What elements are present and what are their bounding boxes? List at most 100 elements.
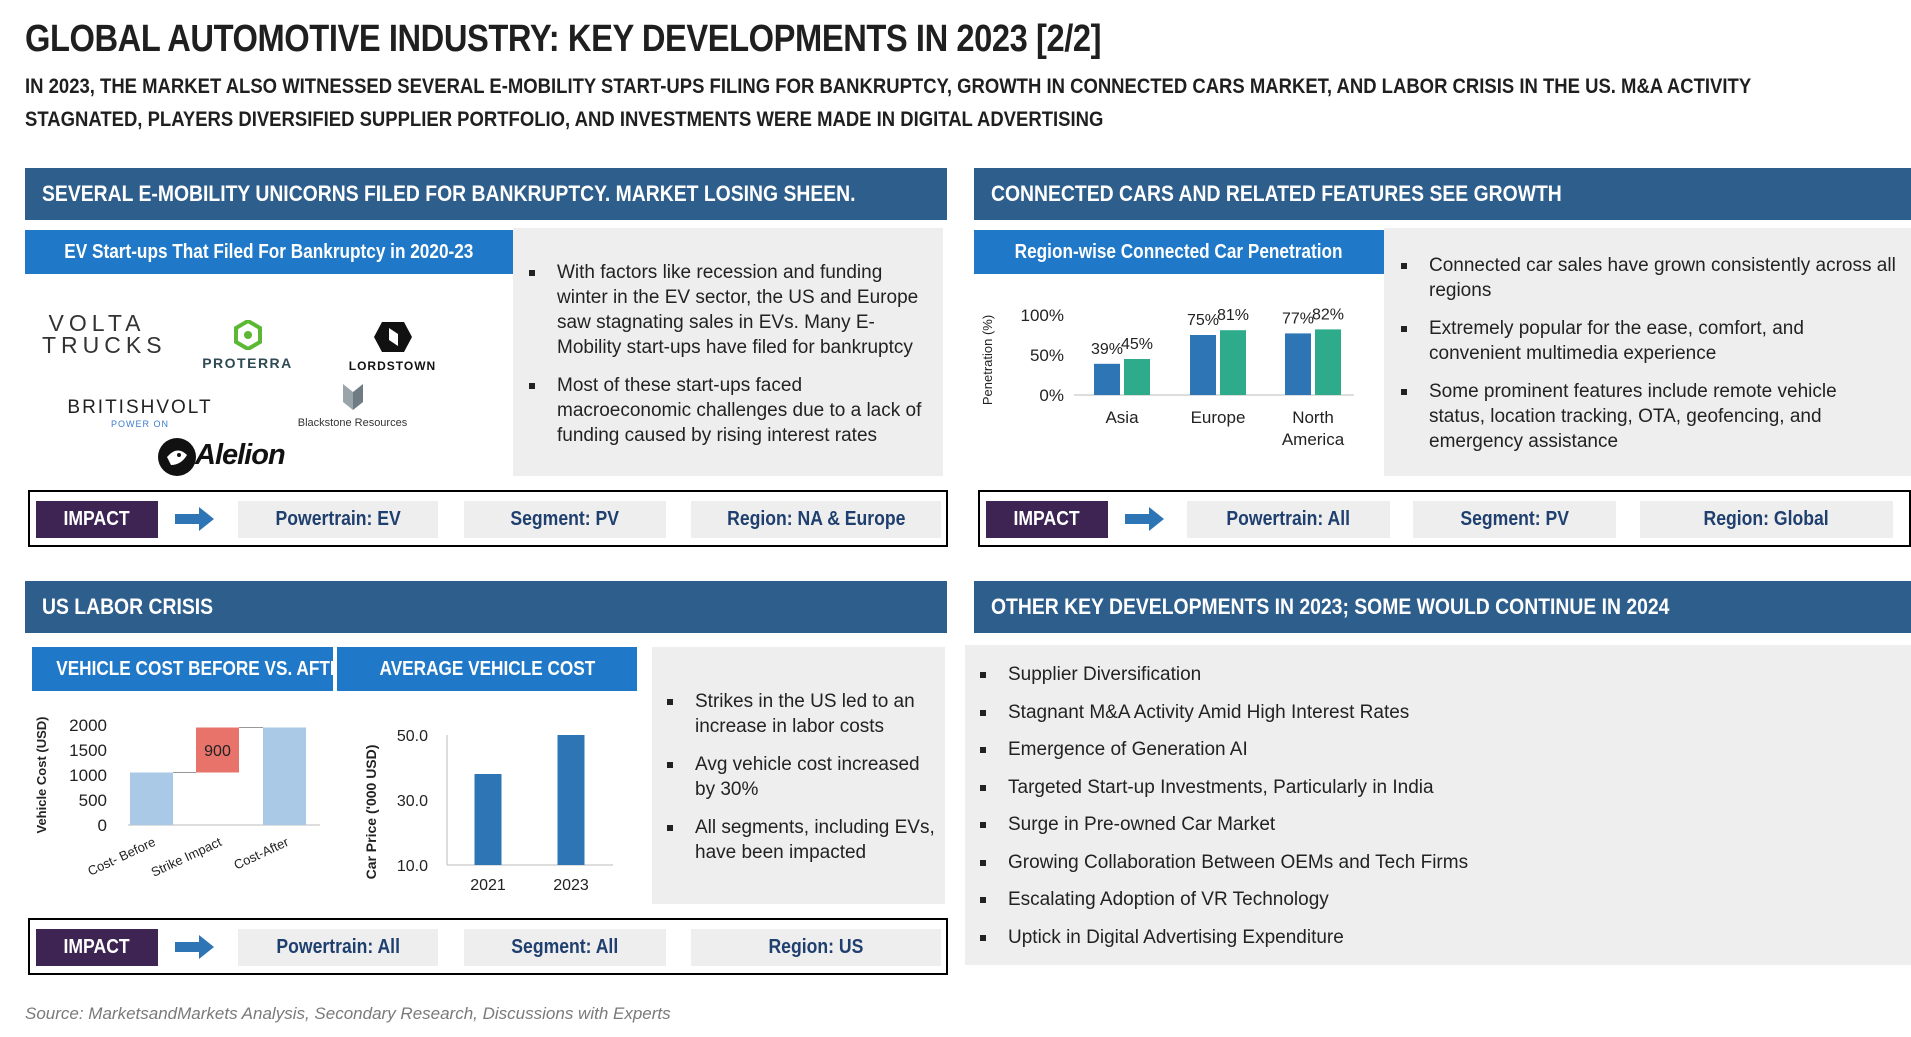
- impact-region: Region: Global: [1640, 501, 1893, 538]
- other-bullets: Supplier Diversification Stagnant M&A Ac…: [965, 645, 1911, 965]
- lordstown-logo: LORDSTOWN: [345, 320, 440, 373]
- blackstone-logo: Blackstone Resources: [290, 382, 415, 429]
- list-item: All segments, including EVs, have been i…: [667, 815, 937, 865]
- x-tick-label: Strike Impact: [149, 834, 224, 880]
- source-note: Source: MarketsandMarkets Analysis, Seco…: [25, 1004, 671, 1023]
- impact-powertrain: Powertrain: All: [238, 929, 438, 966]
- chart-bar: [1315, 329, 1341, 395]
- x-tick-label: North: [1292, 408, 1334, 427]
- list-item: Some prominent features include remote v…: [1401, 379, 1897, 454]
- y-tick-label: 50.0: [397, 728, 428, 745]
- arrow-right-icon: [175, 935, 214, 959]
- list-item: Stagnant M&A Activity Amid High Interest…: [980, 700, 1901, 725]
- chart-bar: [196, 727, 239, 773]
- x-tick-label: Cost-After: [231, 834, 291, 873]
- y-tick-label: 2000: [69, 716, 107, 735]
- arrow-right-icon: [175, 507, 214, 531]
- lion-icon: [158, 438, 196, 476]
- impact-segment: Segment: All: [464, 929, 666, 966]
- x-tick-label: Europe: [1191, 408, 1246, 427]
- data-label: 45%: [1121, 336, 1153, 353]
- connected-penetration-chart: Penetration (%) 0% 50% 100% 39%45% Asia 75%81…: [980, 306, 1354, 449]
- ev-bullets: With factors like recession and funding …: [513, 228, 943, 476]
- list-item: Strikes in the US led to an increase in …: [667, 689, 937, 739]
- data-label: 82%: [1312, 306, 1344, 323]
- chart-bar: [1285, 333, 1311, 395]
- list-item: Avg vehicle cost increased by 30%: [667, 752, 937, 802]
- volta-trucks-logo: VOLTA TRUCKS: [42, 310, 167, 358]
- x-tick-label: 2023: [553, 877, 589, 894]
- list-item: Supplier Diversification: [980, 662, 1901, 687]
- x-tick-label: 2021: [470, 877, 506, 894]
- chart-bar: [1190, 335, 1216, 395]
- impact-powertrain: Powertrain: EV: [238, 501, 438, 538]
- labor-bullets: Strikes in the US led to an increase in …: [652, 647, 945, 904]
- alelion-logo: Alelion: [155, 435, 305, 477]
- y-tick-label: 50%: [1030, 346, 1064, 365]
- data-label: 39%: [1091, 341, 1123, 358]
- y-tick-label: 10.0: [397, 858, 428, 875]
- chart-bar: [1094, 363, 1120, 395]
- list-item: Most of these start-ups faced macroecono…: [529, 373, 933, 448]
- x-tick-label: America: [1282, 430, 1345, 449]
- y-tick-label: 0%: [1039, 386, 1064, 405]
- y-tick-label: 100%: [1021, 306, 1064, 325]
- list-item: Surge in Pre-owned Car Market: [980, 812, 1901, 837]
- connected-bullets: Connected car sales have grown consisten…: [1384, 228, 1911, 476]
- y-tick-label: 0: [98, 816, 107, 835]
- y-axis-label: Vehicle Cost (USD): [34, 716, 49, 833]
- britishvolt-logo: BRITISHVOLT POWER ON: [67, 397, 213, 429]
- labor-impact-row: IMPACT Powertrain: All Segment: All Regi…: [28, 918, 948, 975]
- x-tick-label: Asia: [1105, 408, 1139, 427]
- y-axis-label: Penetration (%): [980, 315, 995, 405]
- x-tick-label: Cost- Before: [85, 834, 157, 878]
- list-item: Connected car sales have grown consisten…: [1401, 255, 1896, 301]
- page-subtitle: IN 2023, THE MARKET ALSO WITNESSED SEVER…: [25, 74, 1751, 131]
- y-tick-label: 500: [79, 791, 107, 810]
- ev-impact-row: IMPACT Powertrain: EV Segment: PV Region…: [28, 490, 948, 547]
- data-label: 81%: [1217, 307, 1249, 324]
- list-item: Emergence of Generation AI: [980, 737, 1901, 762]
- list-item: Growing Collaboration Between OEMs and T…: [980, 850, 1901, 875]
- connected-subheading: Region-wise Connected Car Penetration: [974, 230, 1384, 274]
- average-vehicle-cost-chart: Car Price ('000 USD) 10.0 30.0 50.0 2021 202…: [363, 728, 613, 894]
- impact-label: IMPACT: [986, 501, 1108, 538]
- impact-segment: Segment: PV: [464, 501, 666, 538]
- list-item: Uptick in Digital Advertising Expenditur…: [980, 925, 1901, 950]
- chart-bar: [130, 772, 173, 825]
- data-label: 75%: [1187, 312, 1219, 329]
- lordstown-icon: [373, 322, 412, 352]
- list-item: Escalating Adoption of VR Technology: [980, 887, 1901, 912]
- labor-section-heading: US LABOR CRISIS: [25, 581, 947, 633]
- y-tick-label: 30.0: [397, 793, 428, 810]
- chart-bar: [1124, 359, 1150, 395]
- data-label: 900: [204, 743, 231, 760]
- vehicle-cost-waterfall-chart: Vehicle Cost (USD) 0 500 1000 1500 2000 900 Co…: [34, 716, 320, 880]
- page-title: GLOBAL AUTOMOTIVE INDUSTRY: KEY DEVELOPM…: [25, 18, 1102, 60]
- list-item: Targeted Start-up Investments, Particula…: [980, 775, 1901, 800]
- labor-subheading-2: AVERAGE VEHICLE COST: [337, 647, 637, 691]
- impact-segment: Segment: PV: [1413, 501, 1616, 538]
- y-tick-label: 1000: [69, 766, 107, 785]
- impact-region: Region: NA & Europe: [691, 501, 941, 538]
- impact-label: IMPACT: [36, 929, 158, 966]
- proterra-logo: PROTERRA: [185, 318, 310, 371]
- chart-bar: [263, 727, 306, 825]
- impact-powertrain: Powertrain: All: [1187, 501, 1390, 538]
- ev-subheading: EV Start-ups That Filed For Bankruptcy i…: [25, 230, 513, 274]
- connected-impact-row: IMPACT Powertrain: All Segment: PV Regio…: [978, 490, 1911, 547]
- labor-subheading-1: VEHICLE COST BEFORE VS. AFTER: [32, 647, 333, 691]
- ev-section-heading: SEVERAL E-MOBILITY UNICORNS FILED FOR BA…: [25, 168, 947, 220]
- chart-bar: [474, 774, 502, 865]
- impact-label: IMPACT: [36, 501, 158, 538]
- list-item: With factors like recession and funding …: [529, 260, 933, 360]
- data-label: 77%: [1282, 310, 1314, 327]
- connected-section-heading: CONNECTED CARS AND RELATED FEATURES SEE …: [974, 168, 1911, 220]
- y-axis-label: Car Price ('000 USD): [363, 745, 379, 880]
- arrow-right-icon: [1125, 507, 1164, 531]
- list-item: Extremely popular for the ease, comfort,…: [1401, 316, 1897, 366]
- other-section-heading: OTHER KEY DEVELOPMENTS IN 2023; SOME WOU…: [974, 581, 1911, 633]
- y-tick-label: 1500: [69, 741, 107, 760]
- blackstone-icon: [342, 384, 363, 410]
- chart-bar: [1220, 330, 1246, 395]
